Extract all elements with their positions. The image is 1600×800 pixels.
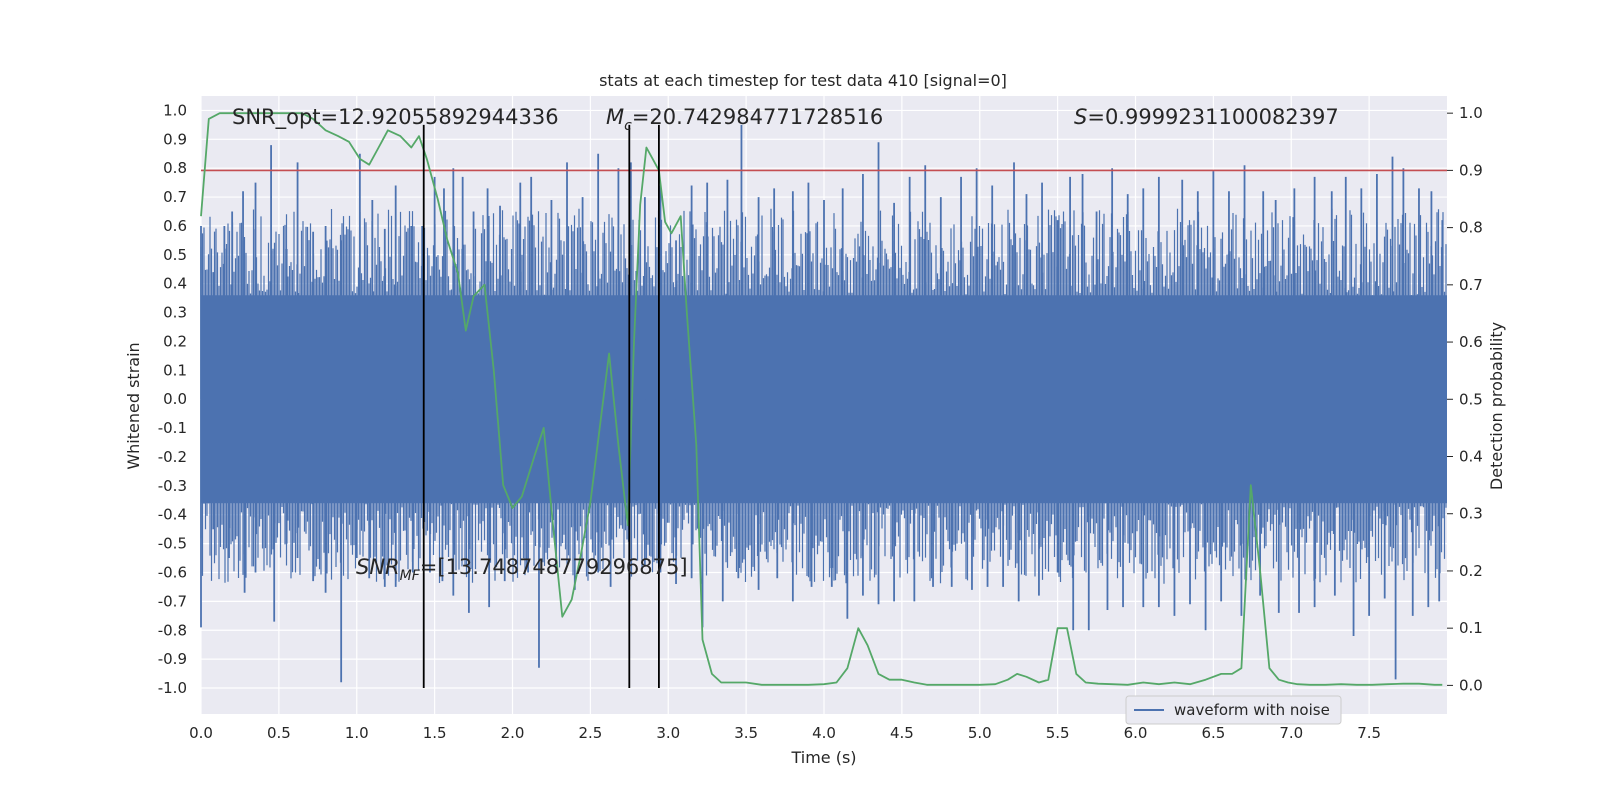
s-annotation: S=0.9999231100082397 [1074, 105, 1339, 129]
x-axis-label: Time (s) [790, 748, 856, 767]
snr-opt-annotation: SNR_opt=12.92055892944336 [232, 105, 559, 130]
y-left-tick-label: 1.0 [163, 101, 187, 119]
x-tick-label: 4.0 [812, 724, 836, 742]
x-tick-label: 0.5 [267, 724, 291, 742]
y-left-tick-label: -0.6 [158, 563, 187, 581]
snr-mf-subscript: MF [400, 568, 421, 584]
x-tick-label: 3.0 [656, 724, 680, 742]
y-right-tick-label: 0.9 [1459, 161, 1483, 179]
x-tick-label: 7.5 [1357, 724, 1381, 742]
x-tick-label: 6.5 [1201, 724, 1225, 742]
y-left-tick-label: -0.1 [158, 419, 187, 437]
x-tick-label: 3.5 [734, 724, 758, 742]
chirp-mass-annotation: Mc=20.742984771728516 [606, 105, 883, 134]
x-tick-label: 1.5 [423, 724, 447, 742]
y-right-tick-label: 0.8 [1459, 219, 1483, 237]
legend-box [1125, 695, 1342, 725]
chirp-mass-symbol: M [606, 105, 624, 129]
y-right-tick-label: 0.1 [1459, 619, 1483, 637]
y-right-tick-label: 0.2 [1459, 562, 1483, 580]
y-left-tick-label: -0.2 [158, 448, 187, 466]
y-left-tick-label: -0.9 [158, 650, 187, 668]
y-left-tick-label: -0.7 [158, 592, 187, 610]
x-tick-label: 6.0 [1124, 724, 1148, 742]
snr-mf-annotation: SNRMF=[13.748748779296875] [356, 555, 688, 584]
y-left-tick-label: 0.9 [163, 130, 187, 148]
y-left-tick-label: -1.0 [158, 679, 187, 697]
y-left-tick-label: -0.3 [158, 477, 187, 495]
s-value: =0.9999231100082397 [1087, 105, 1338, 129]
x-tick-label: 4.5 [890, 724, 914, 742]
y-right-axis-label: Detection probability [1487, 322, 1506, 490]
y-left-tick-label: 0.2 [163, 332, 187, 350]
x-tick-label: 5.0 [968, 724, 992, 742]
y-right-tick-label: 0.0 [1459, 676, 1483, 694]
y-right-tick-label: 0.7 [1459, 276, 1483, 294]
y-left-tick-label: 0.4 [163, 275, 187, 293]
y-left-tick-label: 0.0 [163, 390, 187, 408]
y-right-tick-label: 0.6 [1459, 333, 1483, 351]
y-right-tick-label: 0.3 [1459, 505, 1483, 523]
snr-mf-symbol: SNR [356, 555, 400, 579]
legend-label-waveform: waveform with noise [1174, 701, 1330, 719]
y-left-tick-label: 0.1 [163, 361, 187, 379]
y-left-tick-label: 0.7 [163, 188, 187, 206]
y-left-axis-ticks: 1.0 0.9 0.8 0.7 0.6 0.5 0.4 0.3 0.2 0.1 0.0 -0.1 -0.… [158, 101, 187, 697]
x-tick-label: 7.0 [1279, 724, 1303, 742]
chart-title: stats at each timestep for test data 410… [599, 71, 1007, 90]
x-tick-label: 0.0 [189, 724, 213, 742]
x-tick-label: 2.0 [501, 724, 525, 742]
x-tick-label: 1.0 [345, 724, 369, 742]
x-tick-label: 2.5 [578, 724, 602, 742]
y-left-tick-label: -0.4 [158, 506, 187, 524]
x-tick-label: 5.5 [1046, 724, 1070, 742]
y-left-tick-label: 0.5 [163, 246, 187, 264]
legend: waveform with noise [1125, 695, 1342, 725]
probability-series [200, 112, 1443, 686]
snr-mf-value: =[13.748748779296875] [420, 555, 688, 579]
waveform-series [200, 124, 1447, 683]
s-symbol: S [1074, 105, 1087, 129]
marker-lines [422, 124, 660, 689]
y-left-tick-label: 0.8 [163, 159, 187, 177]
chirp-mass-subscript: c [624, 118, 632, 134]
chirp-mass-value: =20.742984771728516 [632, 105, 883, 129]
y-left-axis-label: Whitened strain [124, 342, 143, 469]
y-right-tick-label: 1.0 [1459, 104, 1483, 122]
y-left-tick-label: -0.8 [158, 621, 187, 639]
y-right-axis-ticks: 1.0 0.9 0.8 0.7 0.6 0.5 0.4 0.3 0.2 0.1 0.0 [1447, 104, 1483, 694]
y-right-tick-label: 0.5 [1459, 390, 1483, 408]
y-right-tick-label: 0.4 [1459, 448, 1483, 466]
y-left-tick-label: -0.5 [158, 535, 187, 553]
y-left-tick-label: 0.6 [163, 217, 187, 235]
y-left-tick-label: 0.3 [163, 304, 187, 322]
probability-line [200, 112, 1443, 686]
x-axis-ticks: 0.0 0.5 1.0 1.5 2.0 2.5 3.0 3.5 4.0 4.5 5.0 5.5 6.0 6… [189, 724, 1381, 742]
